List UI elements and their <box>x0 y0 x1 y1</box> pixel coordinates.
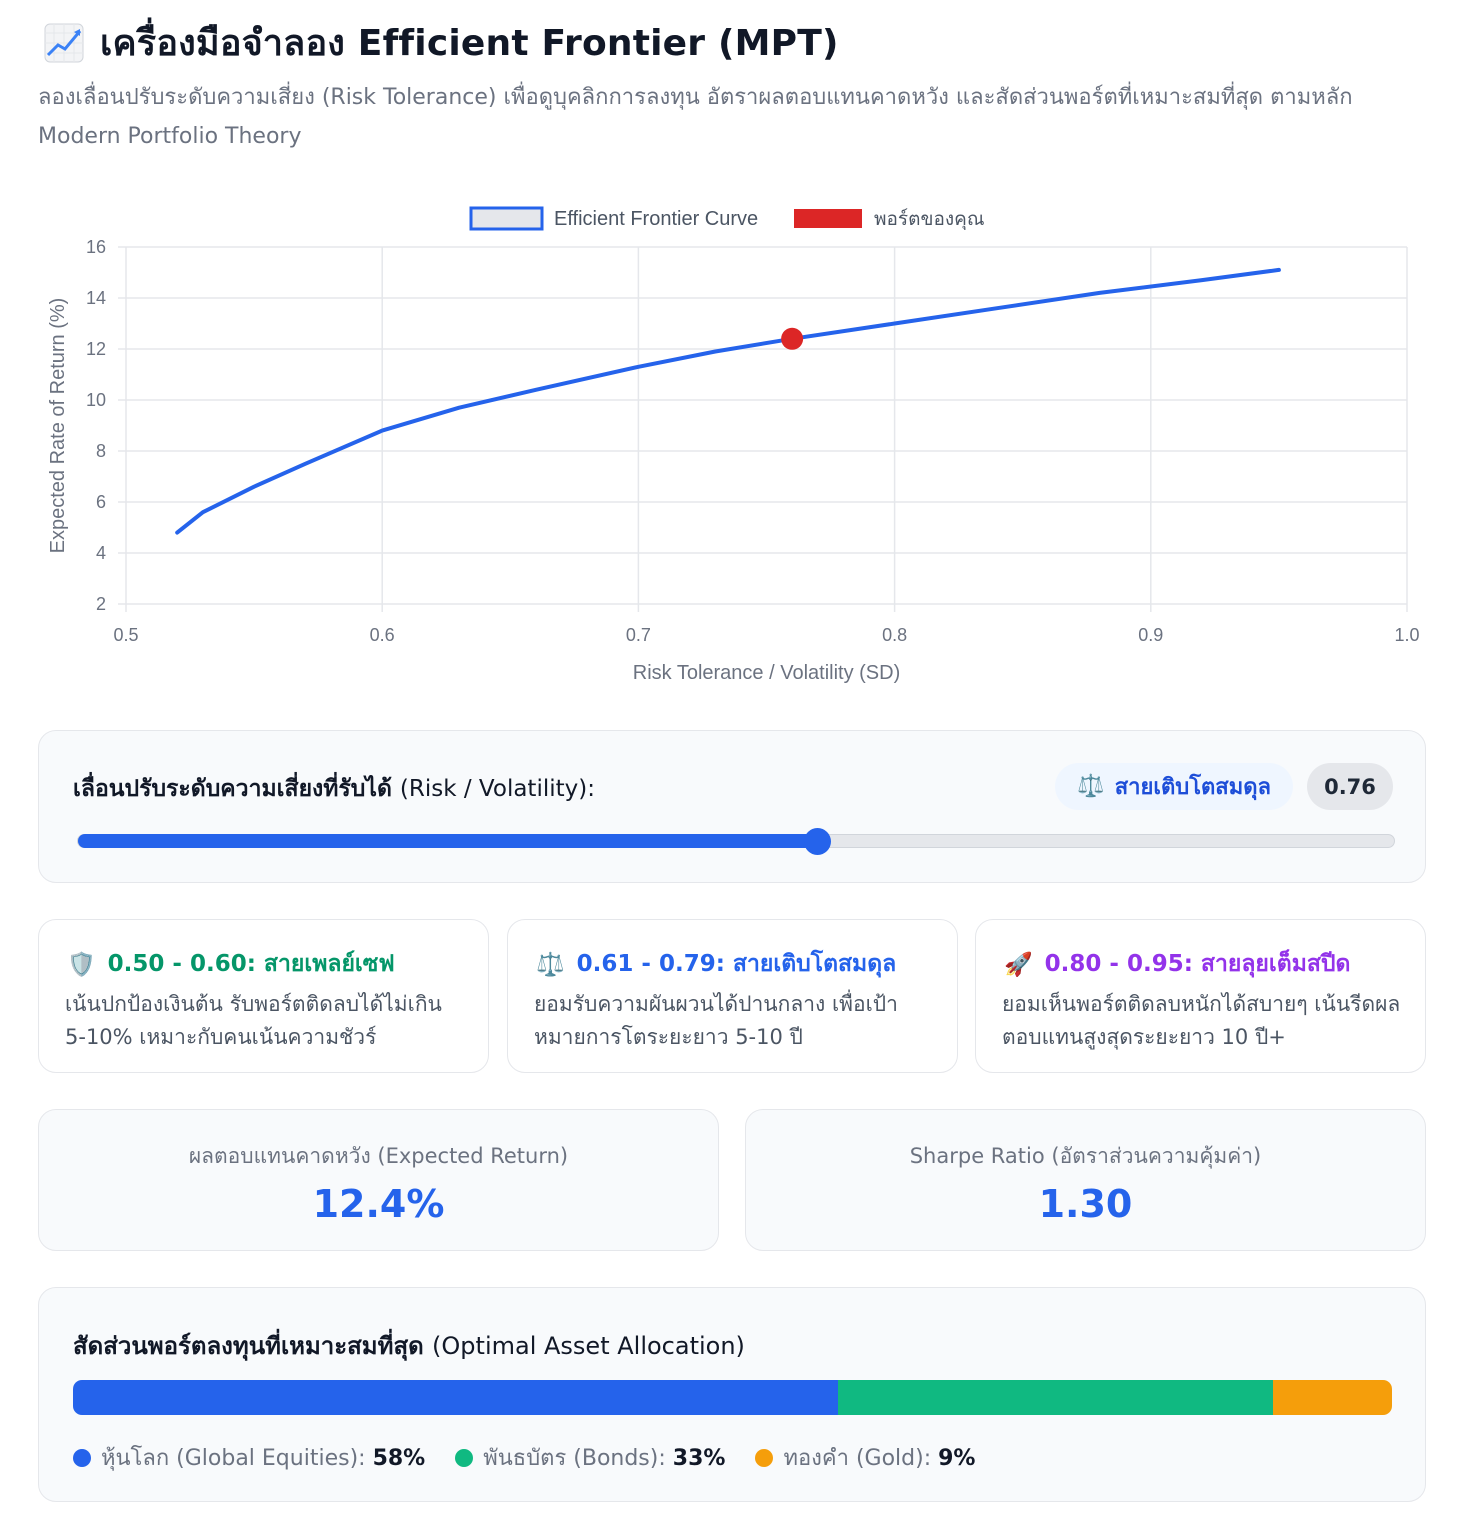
y-tick-label: 12 <box>86 339 106 359</box>
legend-dot-icon <box>755 1448 774 1467</box>
allocation-segment <box>1273 1380 1392 1415</box>
zone-title: 0.50 - 0.60: สายเพลย์เซฟ <box>107 951 395 977</box>
efficient-frontier-line <box>175 267 1281 535</box>
expected-return-label: ผลตอบแทนคาดหวัง (Expected Return) <box>188 1144 569 1168</box>
legend-label-frontier: Efficient Frontier Curve <box>554 208 758 230</box>
balance-scale-icon: ⚖️ <box>536 951 565 978</box>
y-tick-label: 10 <box>86 390 106 410</box>
risk-slider-fill <box>78 834 817 848</box>
zone-title: 0.61 - 0.79: สายเติบโตสมดุล <box>576 951 897 977</box>
allocation-segment <box>838 1380 1274 1415</box>
x-tick-label: 0.6 <box>370 625 395 645</box>
legend-dot-icon <box>73 1448 91 1467</box>
x-tick-label: 0.7 <box>626 625 651 645</box>
page-subtitle: ลองเลื่อนปรับระดับความเสี่ยง (Risk Toler… <box>38 85 1353 149</box>
allocation-legend: หุ้นโลก (Global Equities): 58% พันธบัตร (… <box>73 1440 975 1475</box>
risk-slider-label-en: (Risk / Volatility): <box>399 776 595 802</box>
allocation-title-en: (Optimal Asset Allocation) <box>432 1332 745 1360</box>
y-axis-title: Expected Rate of Return (%) <box>47 298 69 554</box>
y-tick-label: 6 <box>96 492 106 512</box>
zone-card-aggressive: 🚀 0.80 - 0.95: สายลุยเต็มสปีด ยอมเห็นพอร… <box>975 919 1426 1073</box>
expected-return-value: 12.4% <box>312 1182 445 1226</box>
x-tick-label: 0.8 <box>882 625 907 645</box>
risk-value-badge: 0.76 <box>1307 763 1393 810</box>
y-tick-label: 2 <box>96 594 106 614</box>
zone-description: เน้นปกป้องเงินต้น รับพอร์ตติดลบได้ไม่เกิ… <box>65 992 442 1049</box>
page-header: เครื่องมือจำลอง Efficient Frontier (MPT) <box>44 14 839 71</box>
y-tick-label: 14 <box>86 288 106 308</box>
y-tick-label: 8 <box>96 441 106 461</box>
zone-card-balanced: ⚖️ 0.61 - 0.79: สายเติบโตสมดุล ยอมรับควา… <box>507 919 958 1073</box>
risk-profile-badge: ⚖️ สายเติบโตสมดุล <box>1055 763 1293 810</box>
risk-slider-thumb[interactable] <box>804 828 831 855</box>
chart-increasing-icon <box>44 23 84 62</box>
allocation-bar <box>73 1380 1392 1415</box>
allocation-legend-percent: 9% <box>938 1446 976 1471</box>
page-title: เครื่องมือจำลอง Efficient Frontier (MPT) <box>100 23 839 64</box>
sharpe-ratio-value: 1.30 <box>1038 1182 1133 1226</box>
your-portfolio-point <box>781 327 804 350</box>
allocation-title-th: สัดส่วนพอร์ตลงทุนที่เหมาะสมที่สุด <box>73 1332 424 1360</box>
allocation-card: สัดส่วนพอร์ตลงทุนที่เหมาะสมที่สุด (Optim… <box>38 1287 1426 1502</box>
risk-slider-label-th: เลื่อนปรับระดับความเสี่ยงที่รับได้ <box>73 776 392 802</box>
x-axis-title: Risk Tolerance / Volatility (SD) <box>633 662 901 684</box>
allocation-legend-percent: 33% <box>672 1446 726 1471</box>
sharpe-ratio-label: Sharpe Ratio (อัตราส่วนความคุ้มค่า) <box>909 1144 1262 1168</box>
efficient-frontier-chart: 2 4 6 8 10 12 14 16 0.5 0.6 0.7 0.8 0.9 1.0 Risk Toler… <box>47 206 1420 684</box>
x-tick-label: 1.0 <box>1394 625 1419 645</box>
sharpe-ratio-card: Sharpe Ratio (อัตราส่วนความคุ้มค่า) 1.30 <box>745 1109 1426 1251</box>
x-tick-label: 0.9 <box>1138 625 1163 645</box>
zone-card-safe: 🛡️ 0.50 - 0.60: สายเพลย์เซฟ เน้นปกป้องเง… <box>38 919 489 1073</box>
y-tick-label: 4 <box>96 543 106 563</box>
shield-icon: 🛡️ <box>67 951 96 978</box>
risk-slider-track[interactable] <box>77 828 1395 855</box>
allocation-legend-label: หุ้นโลก (Global Equities): <box>101 1446 366 1471</box>
allocation-legend-item: หุ้นโลก (Global Equities): 58% <box>73 1440 425 1475</box>
legend-swatch-frontier <box>469 206 544 231</box>
allocation-legend-item: ทองคำ (Gold): 9% <box>755 1440 975 1475</box>
x-tick-label: 0.5 <box>113 625 138 645</box>
legend-dot-icon <box>455 1448 474 1467</box>
allocation-title: สัดส่วนพอร์ตลงทุนที่เหมาะสมที่สุด (Optim… <box>73 1326 745 1365</box>
allocation-legend-percent: 58% <box>372 1446 426 1471</box>
zone-description: ยอมรับความผันผวนได้ปานกลาง เพื่อเป้าหมาย… <box>534 992 898 1049</box>
allocation-legend-label: ทองคำ (Gold): <box>783 1446 932 1471</box>
allocation-segment <box>73 1380 839 1415</box>
zone-description: ยอมเห็นพอร์ตติดลบหนักได้สบายๆ เน้นรีดผลต… <box>1002 992 1401 1049</box>
zone-title: 0.80 - 0.95: สายลุยเต็มสปีด <box>1044 951 1351 977</box>
allocation-legend-item: พันธบัตร (Bonds): 33% <box>455 1440 725 1475</box>
allocation-legend-label: พันธบัตร (Bonds): <box>483 1446 666 1471</box>
rocket-icon: 🚀 <box>1004 951 1033 978</box>
risk-profile-label: สายเติบโตสมดุล <box>1114 775 1271 800</box>
legend-swatch-portfolio <box>794 209 862 228</box>
y-tick-label: 16 <box>86 237 106 257</box>
risk-slider-card: เลื่อนปรับระดับความเสี่ยงที่รับได้ (Risk… <box>38 730 1426 883</box>
balance-scale-icon: ⚖️ <box>1077 774 1105 799</box>
legend-label-portfolio: พอร์ตของคุณ <box>874 208 985 231</box>
expected-return-card: ผลตอบแทนคาดหวัง (Expected Return) 12.4% <box>38 1109 719 1251</box>
risk-slider-label: เลื่อนปรับระดับความเสี่ยงที่รับได้ (Risk… <box>73 771 595 807</box>
